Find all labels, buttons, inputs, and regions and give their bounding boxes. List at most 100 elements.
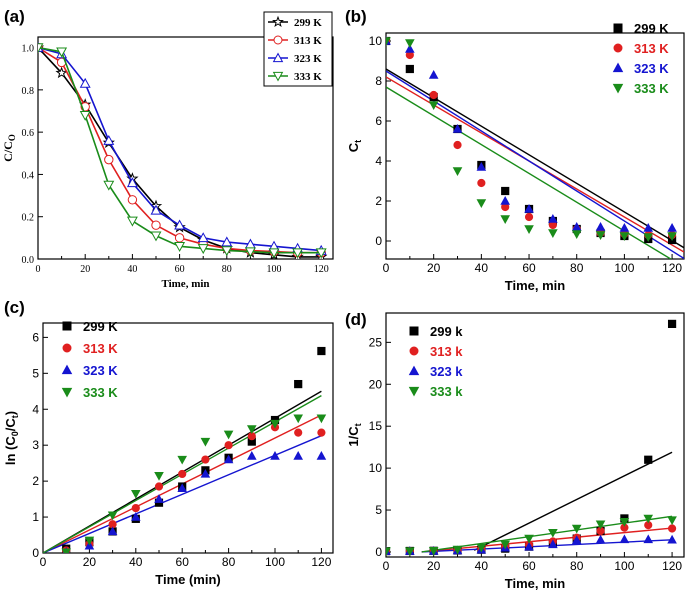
y-tick-label: 0 — [32, 546, 39, 560]
plot-area — [38, 41, 328, 259]
y-tick-label: 2 — [375, 194, 382, 208]
data-point — [571, 222, 582, 231]
data-point — [317, 346, 326, 356]
fit-line — [473, 451, 673, 551]
legend: 299 K 313 K 323 K 333 K — [61, 319, 118, 400]
data-point — [154, 482, 164, 491]
data-point — [571, 524, 582, 534]
data-point — [500, 540, 511, 550]
data-point — [223, 454, 234, 464]
data-point — [405, 39, 415, 48]
data-point — [154, 471, 164, 481]
data-point — [405, 44, 415, 53]
data-point — [476, 199, 487, 208]
data-point — [127, 195, 138, 205]
data-point — [270, 450, 280, 460]
panel-label: (d) — [345, 310, 367, 329]
legend-marker — [61, 364, 73, 375]
data-point — [197, 232, 209, 243]
x-tick-label: 60 — [522, 559, 536, 573]
data-point — [154, 494, 164, 503]
y-tick-label: 0 — [375, 234, 382, 248]
data-point — [223, 430, 234, 440]
data-point — [174, 219, 186, 230]
data-point — [61, 548, 72, 553]
panel-label: (c) — [4, 298, 25, 317]
x-tick-label: 0 — [40, 555, 47, 569]
panel-a: (a) 0 20 40 60 80 100 120 0.0 0.2 0.4 0.6 0.8 1.0 Time… — [1, 7, 334, 290]
data-point — [501, 186, 510, 196]
legend-marker — [409, 346, 419, 356]
data-point — [453, 140, 462, 150]
data-point — [130, 489, 141, 499]
data-point — [619, 232, 630, 241]
data-point — [595, 231, 606, 240]
y-tick-label: 0.0 — [22, 255, 35, 266]
y-tick-label: 20 — [369, 377, 383, 391]
data-point — [177, 455, 188, 465]
legend-label: 313 k — [430, 344, 463, 359]
data-point — [130, 512, 141, 521]
data-point — [386, 37, 391, 46]
data-point — [103, 180, 115, 191]
y-tick-label: 10 — [369, 461, 383, 475]
data-point — [197, 244, 209, 255]
data-point — [246, 450, 257, 460]
y-tick-label: 1.0 — [22, 44, 35, 55]
data-point — [174, 242, 186, 252]
data-point — [452, 124, 463, 133]
x-tick-label: 100 — [614, 261, 634, 275]
x-tick-label: 120 — [662, 559, 682, 573]
legend-label: 333 K — [294, 71, 322, 83]
x-tick-label: 20 — [427, 261, 441, 275]
x-tick-label: 80 — [222, 264, 232, 275]
y-tick-label: 3 — [32, 438, 39, 452]
data-point — [294, 428, 303, 437]
data-point — [292, 248, 304, 259]
data-point — [150, 231, 162, 242]
y-tick-label: 4 — [32, 402, 39, 416]
plot-frame — [385, 312, 685, 558]
plot-frame — [42, 322, 334, 554]
data-point — [524, 541, 534, 551]
y-tick-label: 25 — [369, 335, 383, 349]
x-tick-label: 0 — [383, 261, 390, 275]
x-tick-label: 0 — [36, 264, 41, 275]
y-tick-label: 6 — [375, 114, 382, 128]
legend: 299 K 313 K 323 K 333 K — [263, 11, 333, 87]
data-point — [548, 214, 558, 223]
data-point — [667, 232, 677, 241]
x-tick-label: 120 — [311, 555, 331, 569]
x-tick-label: 40 — [129, 555, 143, 569]
data-point — [524, 225, 534, 234]
legend-marker — [61, 387, 73, 398]
data-point — [667, 223, 677, 232]
data-point — [201, 455, 210, 464]
data-point — [428, 101, 439, 110]
data-point — [246, 425, 257, 435]
data-point — [524, 204, 534, 213]
data-point — [477, 178, 486, 188]
x-tick-label: 20 — [83, 555, 97, 569]
x-tick-label: 60 — [176, 555, 190, 569]
legend-label: 299 K — [634, 21, 669, 36]
x-tick-label: 40 — [127, 264, 137, 275]
data-point — [619, 534, 630, 544]
data-point — [571, 230, 582, 239]
x-axis-label: Time, min — [505, 278, 566, 293]
y-tick-label: 6 — [32, 330, 39, 344]
legend-marker — [409, 326, 419, 336]
data-point — [595, 222, 606, 231]
data-point — [178, 469, 187, 479]
data-point — [315, 248, 327, 259]
plot-frame — [385, 32, 685, 260]
data-point — [55, 66, 68, 79]
data-point — [84, 536, 95, 546]
data-point — [571, 535, 582, 544]
data-point — [131, 503, 140, 513]
data-point — [500, 215, 511, 224]
data-point — [126, 216, 138, 227]
data-point — [667, 516, 677, 526]
data-point — [316, 414, 327, 424]
legend-label: 299 k — [430, 324, 463, 339]
